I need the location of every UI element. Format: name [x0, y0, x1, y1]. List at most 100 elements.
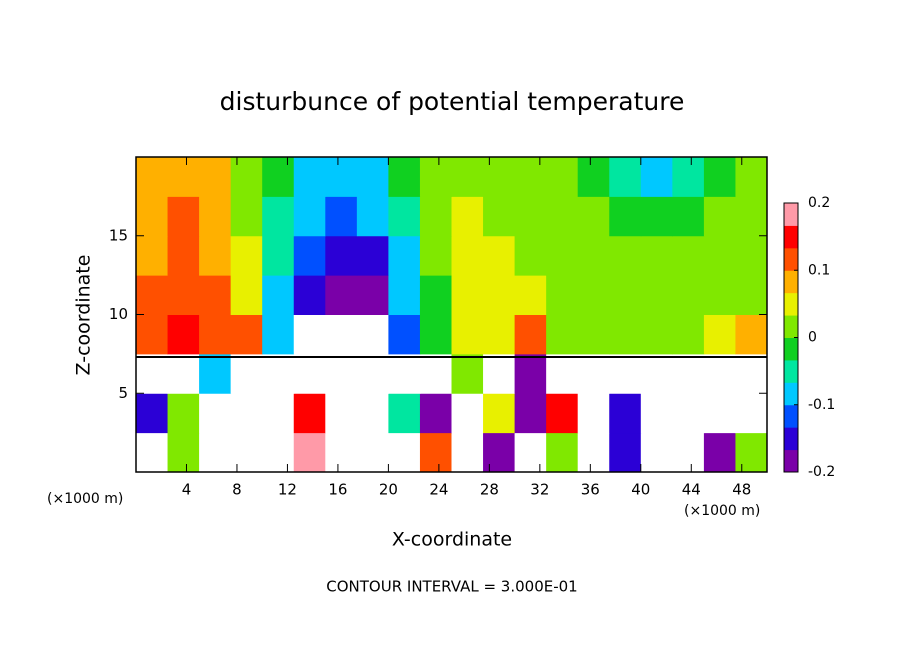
heat-cell — [735, 314, 768, 355]
heat-cell — [419, 157, 452, 197]
heat-cell — [230, 393, 263, 434]
heat-cell — [703, 275, 736, 315]
y-tick-label: 5 — [118, 384, 128, 402]
heat-cell — [136, 157, 169, 197]
heat-cell — [483, 275, 516, 315]
colorbar-tick-label: -0.1 — [808, 397, 835, 413]
heat-cell — [388, 353, 421, 394]
heat-cell — [167, 235, 200, 276]
x-unit-label: (×1000 m) — [47, 491, 123, 507]
heat-cell — [735, 235, 768, 276]
heat-cell — [451, 432, 484, 473]
heat-cell — [483, 196, 516, 237]
y-axis-label: Z-coordinate — [73, 255, 95, 376]
heat-cell — [546, 275, 579, 315]
heat-cell — [514, 196, 547, 237]
heat-cell — [735, 157, 768, 197]
heat-cell — [514, 275, 547, 315]
heat-cell — [419, 235, 452, 276]
heat-cell — [167, 275, 200, 315]
heat-cell — [419, 353, 452, 394]
heat-cell — [577, 157, 610, 197]
colorbar-tick-label: -0.2 — [808, 464, 835, 480]
heat-cell — [293, 393, 326, 434]
colorbar-band — [784, 382, 798, 406]
heat-cell — [703, 432, 736, 473]
heat-cell — [293, 314, 326, 355]
heat-cell — [735, 196, 768, 237]
x-tick-label: 4 — [182, 481, 192, 499]
x-tick-label: 8 — [232, 481, 242, 499]
heat-cell — [640, 353, 673, 394]
x-tick-label: 12 — [278, 481, 297, 499]
heat-cell — [356, 314, 389, 355]
heat-cell — [325, 432, 358, 473]
heat-cell — [262, 393, 295, 434]
heat-cell — [672, 196, 705, 237]
heat-cell — [483, 393, 516, 434]
heat-cell — [199, 235, 232, 276]
heat-cell — [451, 393, 484, 434]
heat-cell — [136, 432, 169, 473]
heat-cell — [230, 235, 263, 276]
y-tick-label: 15 — [109, 226, 128, 244]
heat-cell — [419, 275, 452, 315]
heat-cell — [419, 393, 452, 434]
heat-cell — [577, 353, 610, 394]
x-tick-label: 32 — [530, 481, 549, 499]
heat-cell — [325, 275, 358, 315]
heat-cell — [735, 393, 768, 434]
heat-cell — [325, 393, 358, 434]
heat-cell — [167, 196, 200, 237]
colorbar-band — [784, 203, 798, 226]
x-tick-label: 48 — [732, 481, 751, 499]
heat-cell — [199, 275, 232, 315]
heat-cell — [262, 353, 295, 394]
x-tick-label: 20 — [379, 481, 398, 499]
heat-cell — [514, 432, 547, 473]
heat-cell — [419, 196, 452, 237]
heat-cell — [672, 432, 705, 473]
heat-cell — [640, 314, 673, 355]
heat-cell — [356, 353, 389, 394]
heat-cell — [262, 314, 295, 355]
heat-cell — [230, 157, 263, 197]
heat-cell — [735, 432, 768, 473]
heat-cell — [293, 235, 326, 276]
heat-cell — [703, 314, 736, 355]
heat-cell — [640, 393, 673, 434]
heat-cell — [136, 353, 169, 394]
heat-cell — [230, 432, 263, 473]
colorbar-band — [784, 359, 798, 383]
heat-cell — [388, 235, 421, 276]
heat-cell — [672, 275, 705, 315]
heat-cell — [167, 353, 200, 394]
heat-cell — [325, 314, 358, 355]
x-tick-label: 28 — [480, 481, 499, 499]
heat-cell — [703, 157, 736, 197]
heat-cell — [609, 196, 642, 237]
heat-cell — [199, 196, 232, 237]
colorbar-tick-label: 0 — [808, 330, 817, 346]
heat-cell — [735, 275, 768, 315]
heat-cell — [451, 235, 484, 276]
heat-cell — [609, 314, 642, 355]
heat-cell — [451, 157, 484, 197]
heat-cell — [577, 432, 610, 473]
heat-cell — [136, 393, 169, 434]
heat-cell — [451, 196, 484, 237]
heat-cell — [167, 432, 200, 473]
heat-cell — [293, 275, 326, 315]
heat-cell — [293, 196, 326, 237]
heat-cell — [609, 157, 642, 197]
x-tick-label: 44 — [682, 481, 701, 499]
heat-cell — [483, 314, 516, 355]
heat-cell — [577, 393, 610, 434]
heat-cell — [577, 275, 610, 315]
heat-cell — [672, 353, 705, 394]
x-tick-label: 36 — [581, 481, 600, 499]
heat-cell — [546, 196, 579, 237]
colorbar-band — [784, 225, 798, 249]
heat-cell — [199, 314, 232, 355]
